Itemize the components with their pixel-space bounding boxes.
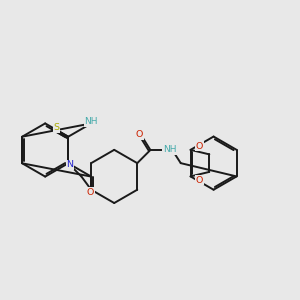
Text: N: N — [66, 160, 73, 169]
Text: NH: NH — [85, 117, 98, 126]
Text: O: O — [135, 130, 143, 139]
Text: S: S — [54, 123, 60, 132]
Text: O: O — [87, 188, 94, 197]
Text: O: O — [196, 142, 203, 151]
Text: O: O — [196, 176, 203, 185]
Text: NH: NH — [163, 146, 176, 154]
